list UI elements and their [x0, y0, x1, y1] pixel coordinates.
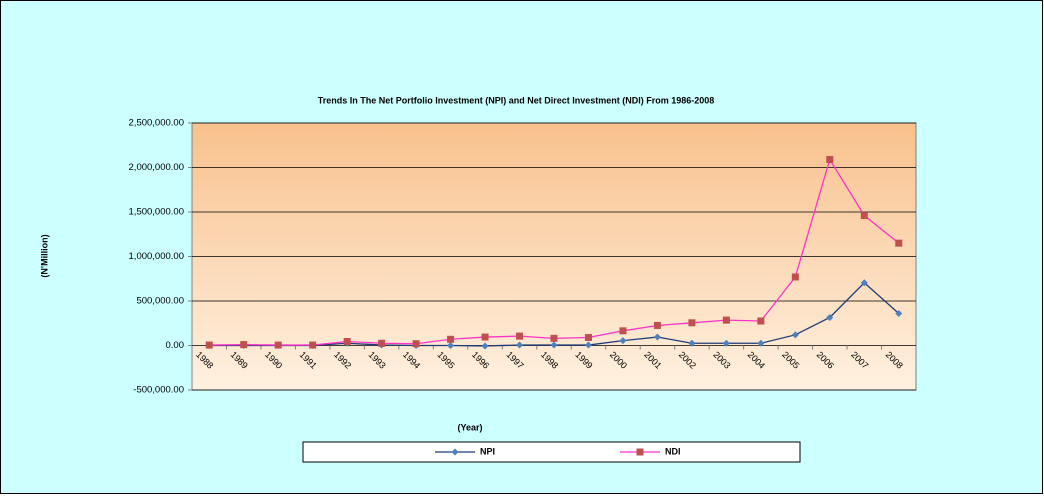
data-point [757, 339, 765, 347]
data-point [895, 309, 903, 317]
legend [302, 441, 801, 463]
data-point [895, 239, 903, 247]
data-point [688, 339, 696, 347]
legend-label: NDI [665, 446, 681, 456]
data-point [481, 342, 489, 350]
y-tick-label: 1,000,000.00 [129, 251, 184, 262]
data-point [860, 279, 868, 287]
data-point [722, 316, 730, 324]
data-point [205, 341, 213, 349]
data-point [274, 341, 282, 349]
y-tick-label: -500,000.00 [133, 385, 184, 396]
legend-label: NPI [480, 446, 495, 456]
data-point [619, 337, 627, 345]
legend-marker [451, 448, 459, 456]
data-point [447, 342, 455, 349]
y-tick-label: 0.00 [166, 340, 185, 351]
data-point [584, 341, 592, 349]
data-point [412, 340, 420, 348]
data-point [240, 341, 248, 349]
data-point [791, 273, 799, 281]
data-point [860, 212, 868, 220]
y-tick-label: 1,500,000.00 [129, 207, 184, 218]
x-axis-label: (Year) [457, 422, 482, 432]
data-point [516, 332, 524, 340]
data-point [584, 333, 592, 341]
data-point [791, 331, 799, 339]
y-tick-label: 500,000.00 [136, 296, 184, 307]
y-tick-label: 2,500,000.00 [129, 118, 184, 129]
data-point [757, 317, 765, 325]
data-point [309, 341, 317, 349]
data-point [550, 334, 558, 342]
data-point [516, 341, 524, 349]
data-point [722, 339, 730, 347]
data-point [619, 327, 627, 335]
y-axis-label: (N'Million) [39, 234, 49, 277]
data-point [550, 341, 558, 349]
data-point [481, 333, 489, 341]
data-point [826, 313, 834, 321]
data-point [447, 335, 455, 343]
chart-title: Trends In The Net Portfolio Investment (… [318, 95, 715, 105]
legend-marker [636, 448, 644, 456]
data-point [688, 319, 696, 327]
y-tick-label: 2,000,000.00 [129, 162, 184, 173]
data-point [343, 337, 351, 345]
data-point [653, 333, 661, 341]
data-point [378, 339, 386, 347]
data-point [653, 321, 661, 329]
data-point [826, 155, 834, 163]
